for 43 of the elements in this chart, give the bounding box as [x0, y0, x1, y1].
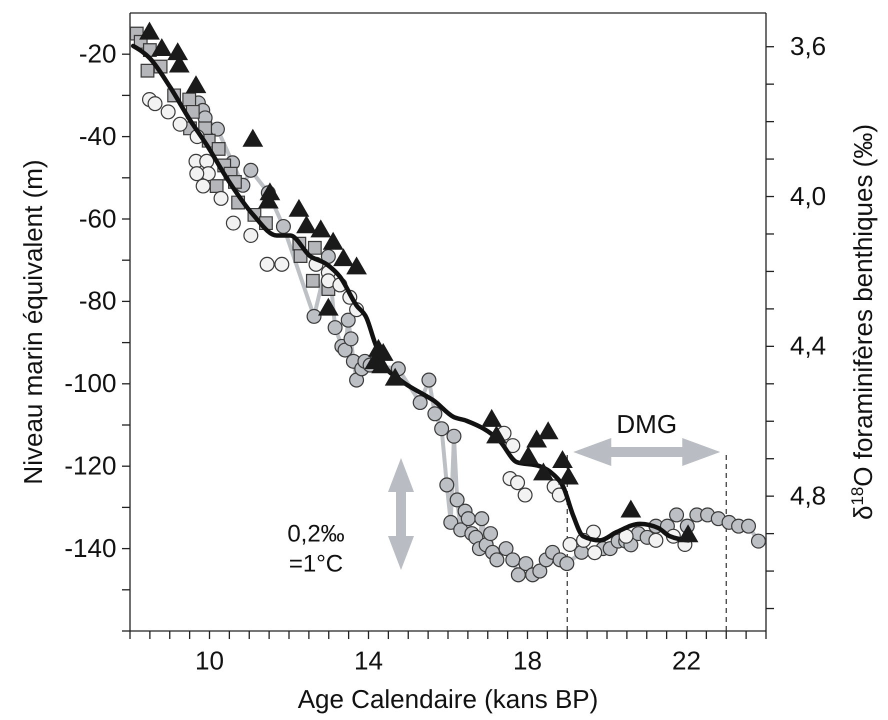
point — [260, 256, 275, 272]
point — [214, 190, 229, 206]
point — [148, 96, 163, 112]
y-axis-title: Niveau marin équivalent (m) — [18, 159, 48, 485]
point — [212, 142, 226, 156]
y-tick-label: -140 — [64, 532, 116, 563]
y2-tick-label: 3,6 — [790, 31, 826, 62]
point — [210, 179, 224, 193]
x-tick-label: 10 — [195, 645, 224, 676]
point — [587, 545, 602, 560]
y2-tick-label: 4,4 — [790, 330, 826, 361]
x-tick-label: 14 — [354, 645, 383, 676]
point — [308, 240, 322, 255]
point — [562, 536, 578, 552]
annotation: 0,2‰ — [287, 520, 345, 548]
point — [196, 178, 211, 194]
point — [140, 64, 154, 78]
point — [510, 475, 526, 490]
x-axis-title: Age Calendaire (kans BP) — [298, 684, 598, 714]
point — [618, 528, 634, 544]
y-tick-label: -40 — [78, 120, 116, 151]
point — [648, 532, 664, 548]
x-tick-label: 22 — [672, 645, 701, 676]
point — [226, 216, 241, 231]
point — [172, 116, 188, 132]
y2-tick-label: 4,0 — [790, 180, 826, 211]
y-tick-label: -80 — [78, 286, 116, 316]
point — [505, 438, 520, 454]
y-tick-label: -120 — [64, 450, 116, 481]
x-tick-label: 18 — [513, 645, 542, 676]
annotation: =1°C — [288, 550, 344, 578]
point — [274, 256, 290, 272]
point — [189, 166, 204, 182]
point — [243, 228, 258, 243]
y-tick-label: -20 — [78, 38, 116, 69]
point — [320, 273, 336, 288]
y2-tick-label: 4,8 — [790, 480, 826, 510]
annotation: DMG — [616, 409, 678, 439]
y-tick-label: -100 — [64, 368, 116, 398]
y-tick-label: -60 — [78, 203, 116, 234]
point — [518, 488, 533, 503]
point — [306, 274, 320, 288]
point — [160, 104, 176, 120]
